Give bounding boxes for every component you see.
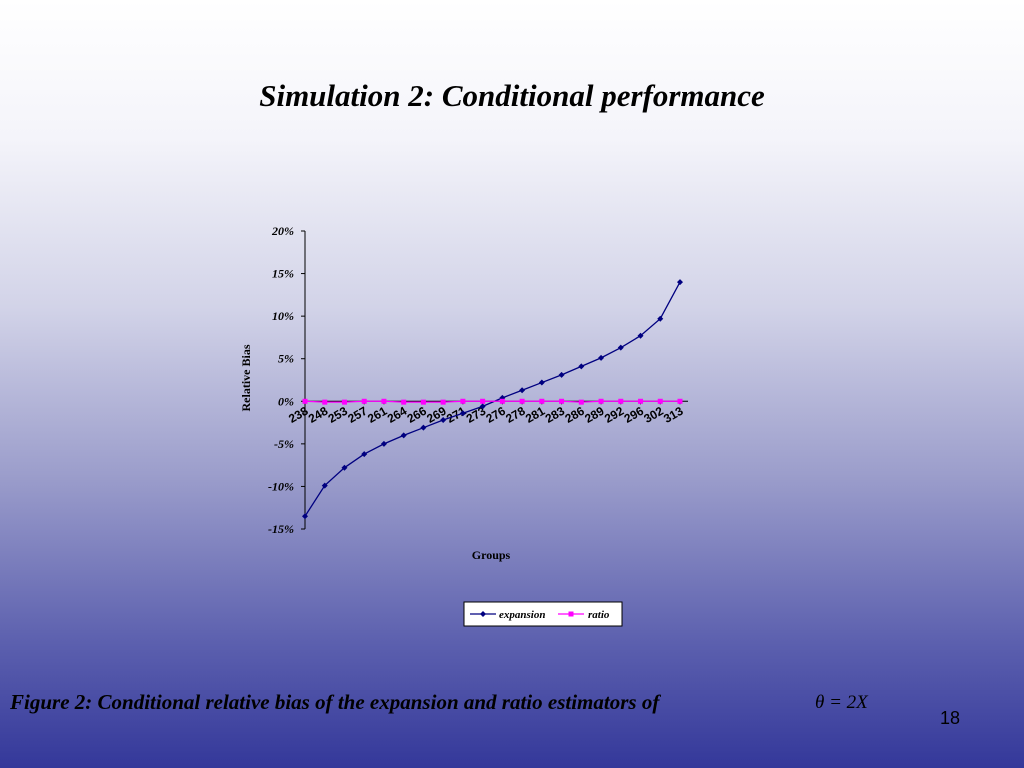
y-tick-label: 15% xyxy=(272,267,294,281)
expansion-legend-label: expansion xyxy=(499,609,545,621)
expansion-point xyxy=(459,410,466,417)
x-axis-label: Groups xyxy=(472,548,511,562)
ratio-legend-marker xyxy=(568,611,574,617)
ratio-point xyxy=(460,398,466,404)
ratio-point xyxy=(598,398,604,404)
y-tick-label: -5% xyxy=(274,437,294,451)
expansion-point xyxy=(440,417,447,424)
expansion-line xyxy=(304,281,681,517)
y-tick-label: -15% xyxy=(268,522,294,536)
ratio-point xyxy=(322,399,328,405)
ratio-line xyxy=(304,400,680,403)
expansion-point xyxy=(538,379,545,386)
ratio-point xyxy=(677,398,683,404)
expansion-point xyxy=(302,513,308,520)
expansion-point xyxy=(598,354,605,361)
ratio-point xyxy=(499,398,505,404)
ratio-point xyxy=(519,398,525,404)
expansion-point xyxy=(361,451,368,458)
y-tick-label: 5% xyxy=(278,352,294,366)
expansion-point xyxy=(321,482,328,489)
expansion-point xyxy=(519,387,526,394)
expansion-point xyxy=(380,440,387,447)
ratio-point xyxy=(401,399,407,405)
expansion-point xyxy=(578,363,585,370)
figure-caption: Figure 2: Conditional relative bias of t… xyxy=(10,690,660,714)
y-tick-label: 0% xyxy=(278,394,294,408)
expansion-point xyxy=(617,344,624,351)
expansion-point xyxy=(637,332,644,339)
ratio-point xyxy=(302,398,308,404)
ratio-point xyxy=(420,399,426,405)
ratio-point xyxy=(480,398,486,404)
x-tick-label: 313 xyxy=(661,404,686,426)
ratio-point xyxy=(578,399,584,405)
ratio-point xyxy=(539,398,545,404)
ratio-point xyxy=(618,398,624,404)
expansion-point xyxy=(558,371,565,378)
legend: expansion ratio xyxy=(463,601,623,627)
y-tick-label: 20% xyxy=(271,224,294,238)
theta-formula: θ = 2X xyxy=(815,692,868,713)
page-number: 18 xyxy=(940,708,961,728)
ratio-point xyxy=(440,399,446,405)
slide-title: Simulation 2: Conditional performance xyxy=(259,78,765,113)
y-axis-label: Relative Bias xyxy=(239,344,253,411)
expansion-legend-marker xyxy=(480,611,486,617)
ratio-point xyxy=(361,398,367,404)
ratio-point xyxy=(638,398,644,404)
ratio-point xyxy=(559,398,565,404)
y-axis: -15% -10% -5% 0% 5% 10% 15% 20% xyxy=(268,224,306,536)
ratio-point xyxy=(657,398,663,404)
ratio-point xyxy=(381,398,387,404)
series-layer xyxy=(302,279,683,520)
expansion-point xyxy=(341,464,348,471)
y-tick-label: -10% xyxy=(268,479,294,493)
expansion-point xyxy=(479,403,486,410)
y-tick-label: 10% xyxy=(272,309,294,323)
expansion-point xyxy=(420,424,427,431)
ratio-legend-label: ratio xyxy=(588,609,610,621)
expansion-point xyxy=(677,279,683,286)
expansion-point xyxy=(400,432,407,439)
expansion-point xyxy=(657,315,664,322)
ratio-point xyxy=(341,399,347,405)
